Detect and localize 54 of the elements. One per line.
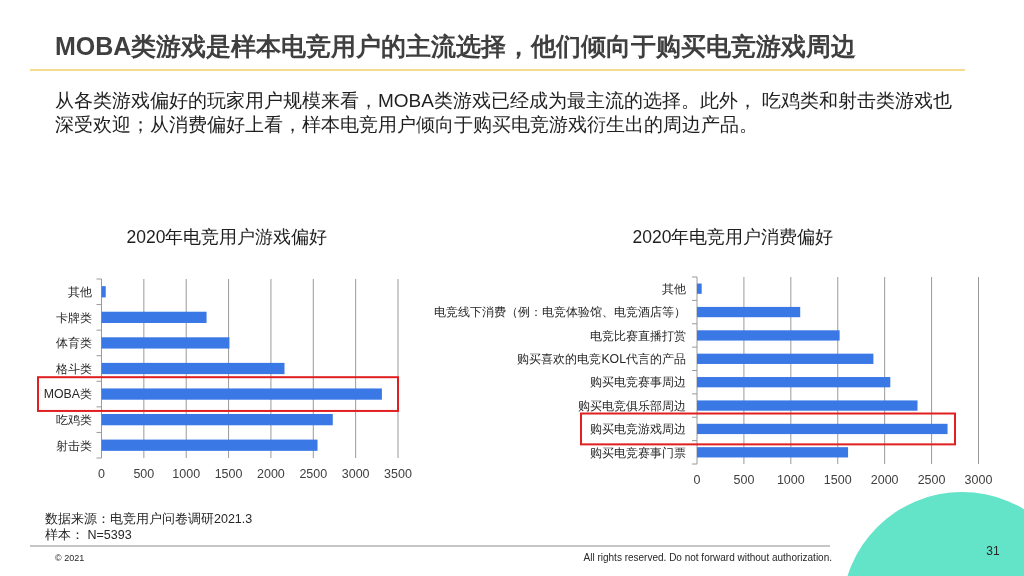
x-tick-label: 3500 [384,467,412,481]
x-tick-label: 1000 [172,467,201,481]
y-tick-label: 购买电竞赛事门票 [590,445,686,460]
bar [101,337,230,349]
y-tick-label: 吃鸡类 [56,412,92,427]
x-tick-label: 2500 [299,467,328,481]
bar [697,423,948,435]
source-note: 数据来源：电竞用户问卷调研2021.3 [45,512,253,526]
bar [697,330,840,341]
bar [101,286,106,298]
y-tick-label: MOBA类 [43,387,92,402]
x-tick-label: 3000 [964,473,993,487]
text: 从各类游戏偏好的玩家用户规模来看，MOBA类游戏已经成为最主流的选择。此外， 吃鸡类和射击类游戏也深受欢迎；从消费偏好上看，样本电竞用户倾向于购买电竞游戏衍生出的周边产品。 [55,89,954,137]
bar [697,306,801,318]
text: All rights reserved. Do not forward without authorization. [583,552,832,563]
bar [101,362,285,375]
x-tick-label: 2000 [257,467,285,481]
bar [101,439,318,451]
text: 31 [986,544,1000,558]
y-tick-label: 购买电竞俱乐部周边 [578,398,686,413]
y-tick-label: 电竞比赛直播打赏 [590,328,686,343]
bar [101,414,333,426]
y-tick-label: 射击类 [56,438,92,453]
x-tick-label: 2000 [870,473,899,487]
y-tick-label: 体育类 [56,336,92,351]
x-tick-label: 1500 [823,473,852,487]
x-tick-label: 500 [133,467,155,481]
bar [697,353,874,364]
bar [697,400,918,411]
chart-title: 2020年电竞用户游戏偏好 [126,227,328,247]
x-tick-label: 1000 [776,473,805,487]
text: MOBA类游戏是样本电竞用户的主流选择，他们倾向于购买电竞游戏周边 [55,31,857,62]
y-tick-label: 电竞线下消费（例：电竞体验馆、电竞酒店等） [434,305,686,320]
chart-title: 2020年电竞用户消费偏好 [632,227,834,247]
y-tick-label: 购买喜欢的电竞KOL代言的产品 [517,352,686,367]
x-tick-label: 0 [693,473,701,487]
text: 样本： N=5393 [45,528,132,542]
x-tick-label: 0 [98,467,106,481]
y-tick-label: 格斗类 [55,361,92,376]
x-tick-label: 3000 [341,467,370,481]
x-tick-label: 2500 [917,473,946,487]
y-tick-label: 购买电竞赛事周边 [590,375,686,390]
x-tick-label: 1500 [214,467,243,481]
bar [697,447,849,458]
bar [101,311,207,323]
y-tick-label: 购买电竞游戏周边 [590,422,686,437]
bar [101,388,382,400]
y-tick-label: 卡牌类 [56,310,92,325]
y-tick-label: 其他 [68,285,92,300]
bar [697,283,702,294]
text: © 2021 [55,553,85,563]
x-tick-label: 500 [733,473,755,487]
y-tick-label: 其他 [662,281,686,296]
bar [697,377,891,388]
